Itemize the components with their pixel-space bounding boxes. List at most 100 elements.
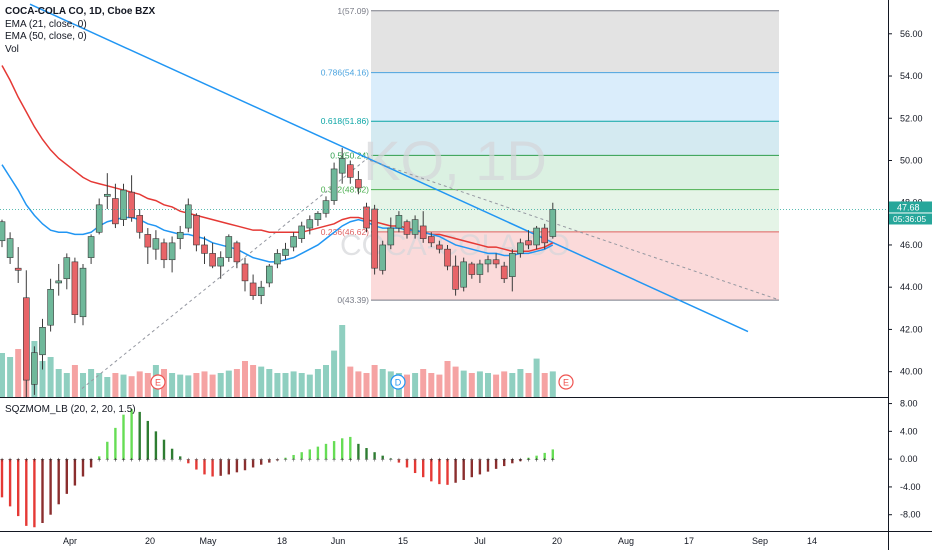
candle-body xyxy=(322,200,330,214)
candle-body xyxy=(39,327,46,356)
candle-body xyxy=(411,219,419,235)
squeeze-dot: + xyxy=(32,457,36,464)
volume-bar xyxy=(371,365,378,397)
volume-bar xyxy=(331,350,338,397)
fib-level-label: 0.236(46.62) xyxy=(321,227,369,237)
squeeze-dot: + xyxy=(526,457,530,464)
squeeze-dot: + xyxy=(81,457,85,464)
price-tick-label: 50.00 xyxy=(900,155,923,165)
candle-body xyxy=(160,242,168,261)
squeeze-dot: + xyxy=(202,457,206,464)
volume-bar xyxy=(339,325,346,397)
volume-bar xyxy=(420,369,427,397)
squeeze-dot: + xyxy=(478,457,482,464)
squeeze-dot: + xyxy=(138,457,142,464)
squeeze-dot: + xyxy=(8,457,12,464)
volume-bar xyxy=(217,373,224,397)
volume-bar xyxy=(298,373,305,397)
squeeze-dot: + xyxy=(356,457,360,464)
candle-body xyxy=(265,265,273,284)
ema50-legend[interactable]: EMA (50, close, 0) xyxy=(5,31,87,42)
candle-body xyxy=(468,263,476,275)
squeeze-dot: + xyxy=(405,457,409,464)
volume-bar xyxy=(88,369,95,397)
squeeze-dot: + xyxy=(462,457,466,464)
fib-level-label: 0.5(50.24) xyxy=(330,150,369,160)
fib-level-label: 0.382(48.62) xyxy=(321,185,369,195)
fib-zone xyxy=(371,72,779,122)
volume-bar xyxy=(201,371,208,397)
ema21-legend[interactable]: EMA (21, close, 0) xyxy=(5,18,87,30)
candle-body xyxy=(395,215,403,229)
volume-bar xyxy=(347,366,354,397)
volume-bar xyxy=(517,369,524,397)
squeeze-dot: + xyxy=(40,457,44,464)
dashed-trend-line xyxy=(81,155,371,389)
candle-body xyxy=(330,168,338,201)
candle-body xyxy=(168,242,176,261)
squeeze-dot: + xyxy=(275,457,279,464)
squeeze-dot: + xyxy=(300,457,304,464)
volume-bar xyxy=(47,357,54,397)
osc-tick-label: 4.00 xyxy=(900,426,918,436)
squeeze-dot: + xyxy=(551,457,555,464)
candle-body xyxy=(338,158,346,174)
volume-bar xyxy=(541,373,548,397)
volume-bar xyxy=(177,374,184,397)
candle-body xyxy=(298,225,306,239)
fib-level-label: 0.618(51.86) xyxy=(321,116,369,126)
candle-body xyxy=(436,244,443,250)
candle-body xyxy=(112,198,119,225)
volume-bar xyxy=(112,373,119,397)
price-tick-label: 46.00 xyxy=(900,240,923,250)
price-tick-label: 44.00 xyxy=(900,282,923,292)
candle-body xyxy=(22,297,30,381)
squeeze-dot: + xyxy=(186,457,190,464)
event-label: E xyxy=(155,378,161,388)
candle-body xyxy=(508,253,516,277)
osc-tick-label: 8.00 xyxy=(900,399,918,409)
candle-body xyxy=(419,225,427,239)
volume-bar xyxy=(468,373,475,397)
candle-body xyxy=(484,259,492,265)
volume-bar xyxy=(363,373,370,397)
volume-bar xyxy=(323,365,329,397)
squeeze-dot: + xyxy=(162,457,166,464)
candle-body xyxy=(185,204,192,229)
time-tick-label: Sep xyxy=(752,536,768,546)
volume-bar xyxy=(120,374,127,397)
volume-bar xyxy=(355,371,362,397)
squeeze-dot: + xyxy=(146,457,150,464)
squeeze-dot: + xyxy=(364,457,368,464)
squeeze-dot: + xyxy=(454,457,458,464)
squeeze-dot: + xyxy=(543,457,547,464)
oscillator-legend[interactable]: SQZMOM_LB (20, 2, 20, 1.5) xyxy=(5,404,136,415)
candle-body xyxy=(209,253,216,267)
squeeze-dot: + xyxy=(267,457,271,464)
fib-level-label: 0.786(54.16) xyxy=(321,68,369,78)
volume-bar xyxy=(242,361,248,397)
volume-bar xyxy=(185,375,192,397)
candle-body xyxy=(104,193,111,197)
candle-body xyxy=(533,227,540,246)
candle-body xyxy=(444,248,451,267)
candle-body xyxy=(95,204,103,233)
squeeze-dot: + xyxy=(494,457,498,464)
volume-legend[interactable]: Vol xyxy=(5,43,19,55)
volume-bar xyxy=(136,371,143,397)
squeeze-dot: + xyxy=(486,457,490,464)
watermark-symbol: KO, 1D xyxy=(363,129,547,192)
candle-body xyxy=(314,212,322,220)
symbol-title[interactable]: COCA-COLA CO, 1D, Cboe BZX xyxy=(5,6,156,17)
candle-body xyxy=(492,259,500,265)
volume-bar xyxy=(282,373,289,397)
squeeze-dot: + xyxy=(502,457,506,464)
squeeze-dot: + xyxy=(324,457,328,464)
osc-tick-label: -8.00 xyxy=(900,510,921,520)
event-marker xyxy=(558,374,574,390)
squeeze-dot: + xyxy=(16,457,20,464)
squeeze-dot: + xyxy=(227,457,231,464)
osc-tick-label: -4.00 xyxy=(900,482,921,492)
